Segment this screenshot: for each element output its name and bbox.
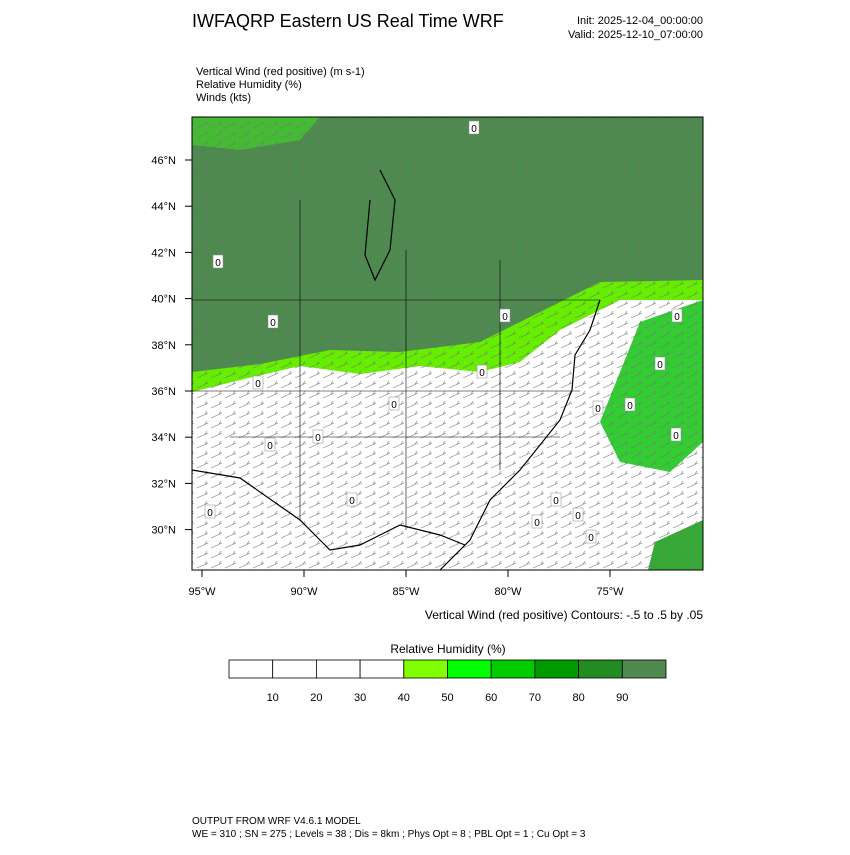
contour-label-box bbox=[468, 120, 480, 135]
colorbar-label: 80 bbox=[572, 692, 584, 704]
contour-label: 0 bbox=[215, 258, 221, 269]
contour-label: 0 bbox=[674, 312, 680, 323]
contour-label: 0 bbox=[479, 368, 485, 379]
contour-label-box bbox=[585, 529, 597, 544]
field-label: Winds (kts) bbox=[196, 92, 251, 104]
colorbar-box bbox=[578, 659, 623, 679]
lat-tick-label: 44°N bbox=[151, 201, 176, 213]
lon-tick-label: 75°W bbox=[596, 586, 624, 598]
colorbar-box bbox=[228, 659, 274, 679]
colorbar-box bbox=[447, 659, 492, 679]
lat-tick-label: 36°N bbox=[151, 386, 176, 398]
lat-tick-label: 34°N bbox=[151, 432, 176, 444]
lon-tick-label: 90°W bbox=[290, 586, 318, 598]
contour-label-box bbox=[550, 492, 562, 507]
contour-label: 0 bbox=[502, 312, 508, 323]
lat-tick-label: 30°N bbox=[151, 525, 176, 537]
colorbar-label: 40 bbox=[398, 692, 410, 704]
lon-tick-label: 80°W bbox=[494, 586, 522, 598]
contour-label-box bbox=[388, 396, 400, 411]
colorbar-label: 30 bbox=[354, 692, 366, 704]
wind-barbs bbox=[192, 117, 703, 570]
contour-label-box bbox=[264, 437, 276, 452]
contour-label-box bbox=[654, 356, 666, 371]
contour-label-box bbox=[476, 364, 488, 379]
contour-label-box bbox=[204, 504, 216, 519]
contour-label-box bbox=[312, 429, 324, 444]
contour-label: 0 bbox=[391, 400, 397, 411]
contour-label-box bbox=[267, 314, 279, 329]
colorbar-label: 50 bbox=[441, 692, 453, 704]
colorbar-label: 70 bbox=[529, 692, 541, 704]
contour-label: 0 bbox=[349, 496, 355, 507]
colorbar-box bbox=[359, 659, 405, 679]
title: IWFAQRP Eastern US Real Time WRF bbox=[192, 11, 504, 31]
field-label: Vertical Wind (red positive) (m s-1) bbox=[196, 66, 365, 78]
map-frame bbox=[191, 116, 704, 571]
contour-label: 0 bbox=[595, 404, 601, 415]
contour-label: 0 bbox=[627, 401, 633, 412]
field-label: Relative Humidity (%) bbox=[196, 79, 302, 91]
contour-label-box bbox=[572, 507, 584, 522]
footer: OUTPUT FROM WRF V4.6.1 MODEL bbox=[192, 816, 361, 827]
contour-label: 0 bbox=[588, 533, 594, 544]
colorbar-title: Relative Humidity (%) bbox=[390, 642, 505, 656]
coastline bbox=[192, 469, 466, 551]
colorbar-box bbox=[490, 659, 536, 679]
colorbar-box bbox=[534, 659, 580, 679]
colorbar-box bbox=[315, 659, 361, 679]
lat-tick-label: 42°N bbox=[151, 247, 176, 259]
contour-label: 0 bbox=[575, 511, 581, 522]
contour-label-box bbox=[252, 375, 264, 390]
contour-label-box bbox=[624, 397, 636, 412]
lon-tick-label: 95°W bbox=[188, 586, 216, 598]
colorbar-box bbox=[272, 659, 317, 679]
lon-tick-label: 85°W bbox=[392, 586, 420, 598]
colorbar-box bbox=[621, 659, 667, 679]
colorbar-label: 60 bbox=[485, 692, 497, 704]
lat-tick-label: 40°N bbox=[151, 294, 176, 306]
coastline bbox=[439, 299, 601, 570]
lat-tick-label: 32°N bbox=[151, 478, 176, 490]
contour-label: 0 bbox=[207, 508, 213, 519]
colorbar-label: 20 bbox=[310, 692, 322, 704]
valid-time: Valid: 2025-12-10_07:00:00 bbox=[568, 29, 703, 41]
contour-label-box bbox=[671, 308, 683, 323]
init-time: Init: 2025-12-04_00:00:00 bbox=[577, 15, 703, 27]
lat-tick-label: 38°N bbox=[151, 340, 176, 352]
contour-label: 0 bbox=[657, 360, 663, 371]
contour-note: Vertical Wind (red positive) Contours: -… bbox=[425, 608, 703, 622]
colorbar-box bbox=[403, 659, 448, 679]
contour-label-box bbox=[531, 514, 543, 529]
contour-label: 0 bbox=[471, 124, 477, 135]
contour-label: 0 bbox=[553, 496, 559, 507]
contour-label: 0 bbox=[534, 518, 540, 529]
contour-label-box bbox=[592, 400, 604, 415]
contour-label: 0 bbox=[673, 431, 679, 442]
colorbar-label: 10 bbox=[267, 692, 279, 704]
footer: WE = 310 ; SN = 275 ; Levels = 38 ; Dis … bbox=[192, 829, 586, 840]
contour-label: 0 bbox=[315, 433, 321, 444]
contour-label: 0 bbox=[270, 318, 276, 329]
lat-tick-label: 46°N bbox=[151, 155, 176, 167]
contour-label-box bbox=[346, 492, 358, 507]
contour-label-box bbox=[670, 427, 682, 442]
state-lines bbox=[192, 200, 600, 530]
contour-label: 0 bbox=[255, 379, 261, 390]
map bbox=[192, 117, 703, 570]
contour-label: 0 bbox=[267, 441, 273, 452]
lake-shore bbox=[364, 169, 396, 282]
contour-label-box bbox=[212, 254, 224, 269]
contour-label-box bbox=[499, 308, 511, 323]
colorbar-label: 90 bbox=[616, 692, 628, 704]
